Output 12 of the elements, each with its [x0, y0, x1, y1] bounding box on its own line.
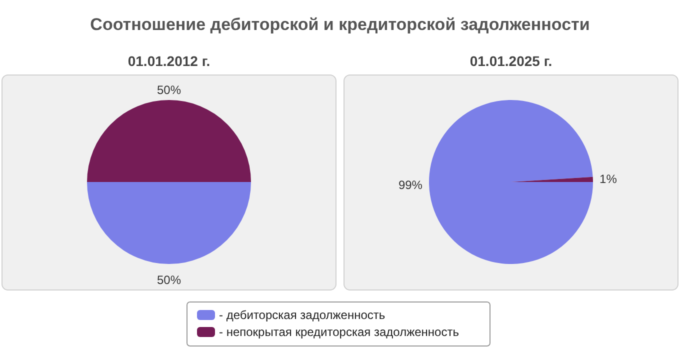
chart-subtitle: 01.01.2012 г. [128, 53, 210, 69]
chart-subtitle: 01.01.2025 г. [470, 53, 552, 69]
pie-slice [87, 100, 251, 182]
data-label: 50% [156, 273, 182, 288]
chart-title: Соотношение дебиторской и кредиторской задолженности [90, 15, 590, 34]
data-label: 50% [156, 82, 182, 97]
legend-label: - непокрытая кредиторская задолженность [219, 325, 459, 339]
pie-slice [87, 182, 251, 264]
legend-label: - дебиторская задолженность [219, 308, 386, 322]
pie-slice [429, 100, 593, 264]
data-label: 1% [600, 172, 618, 186]
data-label: 99% [398, 178, 423, 192]
